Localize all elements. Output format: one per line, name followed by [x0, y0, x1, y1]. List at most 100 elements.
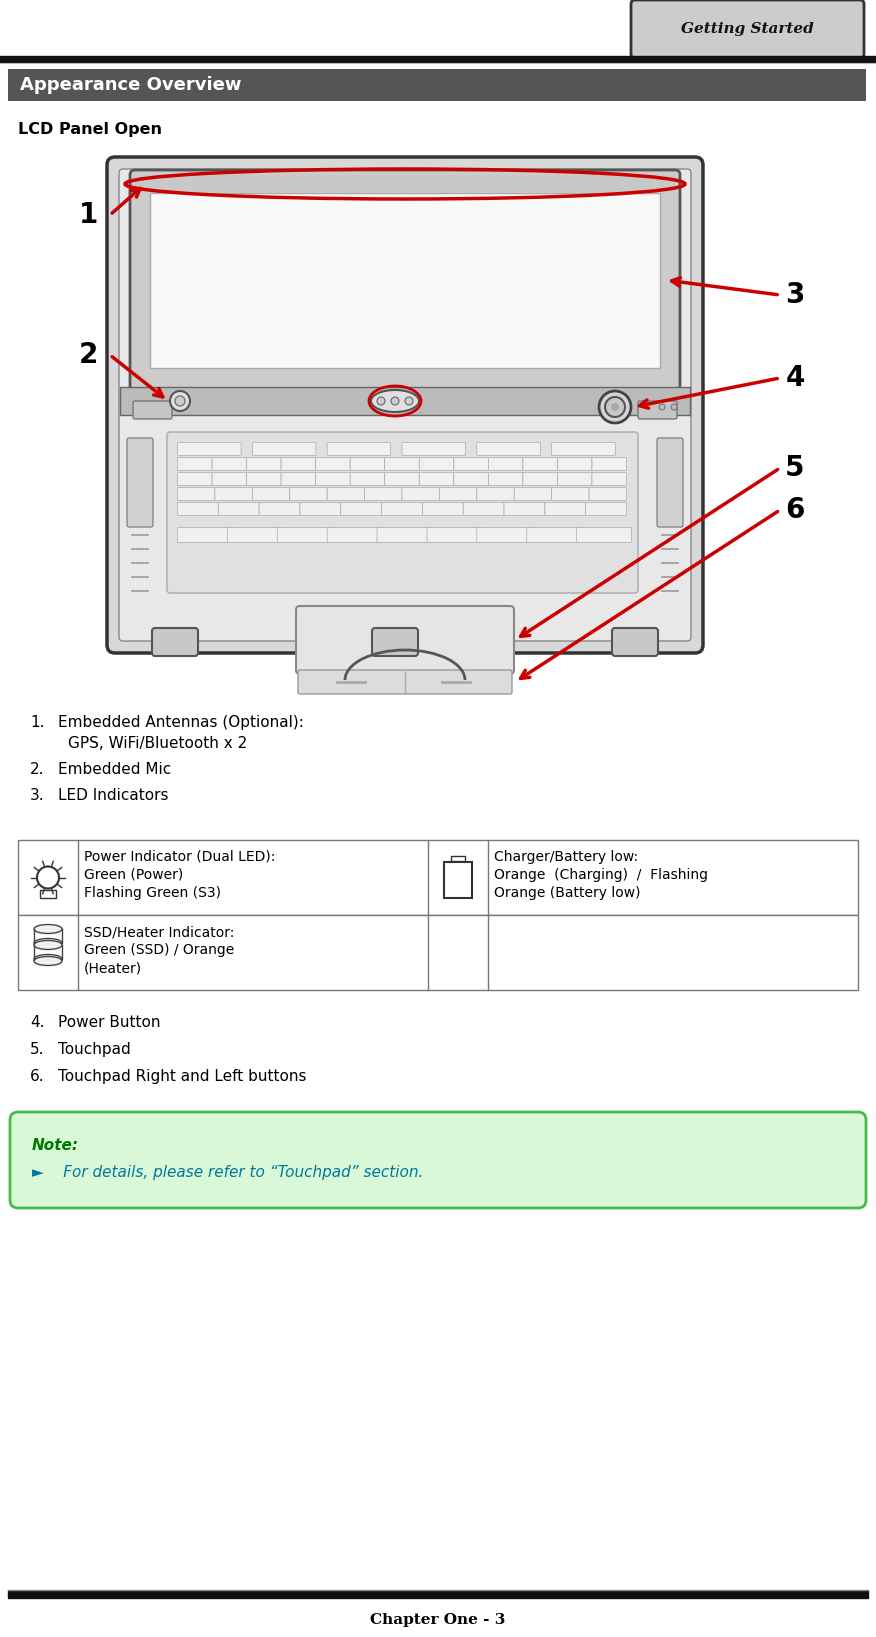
FancyBboxPatch shape — [545, 503, 586, 516]
FancyBboxPatch shape — [504, 503, 545, 516]
FancyBboxPatch shape — [228, 527, 282, 542]
FancyBboxPatch shape — [178, 527, 232, 542]
FancyBboxPatch shape — [552, 488, 589, 501]
FancyBboxPatch shape — [315, 457, 350, 470]
FancyBboxPatch shape — [523, 457, 557, 470]
Circle shape — [599, 391, 631, 422]
Text: 4: 4 — [785, 363, 805, 391]
Text: LED Indicators: LED Indicators — [58, 787, 168, 804]
FancyBboxPatch shape — [327, 527, 382, 542]
Text: Touchpad: Touchpad — [58, 1043, 131, 1058]
FancyBboxPatch shape — [215, 488, 252, 501]
Bar — [8, 69, 866, 101]
Circle shape — [170, 391, 190, 411]
FancyBboxPatch shape — [592, 473, 626, 486]
FancyBboxPatch shape — [152, 629, 198, 656]
Bar — [40, 889, 56, 897]
Bar — [18, 840, 858, 915]
FancyBboxPatch shape — [382, 503, 422, 516]
Text: Flashing Green (S3): Flashing Green (S3) — [84, 886, 221, 900]
FancyBboxPatch shape — [300, 503, 341, 516]
Text: Orange  (Charging)  /  Flashing: Orange (Charging) / Flashing — [494, 868, 708, 882]
FancyBboxPatch shape — [178, 503, 218, 516]
FancyBboxPatch shape — [298, 670, 512, 694]
Text: Power Button: Power Button — [58, 1015, 160, 1030]
FancyBboxPatch shape — [402, 442, 466, 455]
FancyBboxPatch shape — [364, 488, 402, 501]
FancyBboxPatch shape — [576, 527, 632, 542]
FancyBboxPatch shape — [488, 473, 523, 486]
Text: 2.: 2. — [30, 761, 45, 778]
FancyBboxPatch shape — [133, 401, 172, 419]
Bar — [451, 856, 465, 861]
FancyBboxPatch shape — [422, 503, 463, 516]
FancyBboxPatch shape — [612, 629, 658, 656]
FancyBboxPatch shape — [281, 473, 315, 486]
FancyBboxPatch shape — [281, 457, 315, 470]
Ellipse shape — [34, 925, 62, 933]
Ellipse shape — [34, 954, 62, 964]
Circle shape — [671, 404, 677, 409]
FancyBboxPatch shape — [440, 488, 477, 501]
FancyBboxPatch shape — [526, 527, 582, 542]
FancyBboxPatch shape — [385, 457, 420, 470]
FancyBboxPatch shape — [657, 439, 683, 527]
FancyBboxPatch shape — [10, 1112, 866, 1208]
FancyBboxPatch shape — [477, 488, 514, 501]
Text: Embedded Antennas (Optional):: Embedded Antennas (Optional): — [58, 715, 304, 730]
FancyBboxPatch shape — [341, 503, 382, 516]
FancyBboxPatch shape — [377, 527, 432, 542]
FancyBboxPatch shape — [631, 0, 864, 57]
FancyBboxPatch shape — [592, 457, 626, 470]
Circle shape — [605, 398, 625, 417]
Text: 6.: 6. — [30, 1069, 45, 1084]
FancyBboxPatch shape — [296, 606, 514, 674]
FancyBboxPatch shape — [427, 527, 482, 542]
Text: (Heater): (Heater) — [84, 961, 142, 976]
Bar — [150, 193, 660, 368]
Text: Getting Started: Getting Started — [682, 21, 814, 36]
FancyBboxPatch shape — [178, 488, 215, 501]
FancyBboxPatch shape — [119, 169, 691, 642]
Circle shape — [37, 866, 59, 889]
FancyBboxPatch shape — [552, 442, 615, 455]
Text: Charger/Battery low:: Charger/Battery low: — [494, 850, 638, 864]
FancyBboxPatch shape — [586, 503, 626, 516]
FancyBboxPatch shape — [218, 503, 259, 516]
Text: 5.: 5. — [30, 1043, 45, 1058]
Bar — [120, 386, 690, 416]
Text: Green (SSD) / Orange: Green (SSD) / Orange — [84, 943, 234, 958]
FancyBboxPatch shape — [477, 527, 532, 542]
FancyBboxPatch shape — [514, 488, 552, 501]
Text: 5: 5 — [785, 453, 805, 481]
FancyBboxPatch shape — [402, 488, 440, 501]
Bar — [444, 861, 472, 897]
FancyBboxPatch shape — [350, 473, 385, 486]
Ellipse shape — [34, 956, 62, 966]
Text: Power Indicator (Dual LED):: Power Indicator (Dual LED): — [84, 850, 275, 864]
FancyBboxPatch shape — [477, 442, 540, 455]
FancyBboxPatch shape — [252, 488, 290, 501]
Text: 6: 6 — [785, 496, 805, 524]
Text: 3: 3 — [785, 282, 805, 309]
FancyBboxPatch shape — [246, 473, 281, 486]
Bar — [18, 915, 858, 990]
FancyBboxPatch shape — [167, 432, 638, 593]
FancyBboxPatch shape — [212, 457, 246, 470]
FancyBboxPatch shape — [488, 457, 523, 470]
Text: 1.: 1. — [30, 715, 45, 730]
FancyBboxPatch shape — [589, 488, 626, 501]
FancyBboxPatch shape — [372, 629, 418, 656]
Text: 4.: 4. — [30, 1015, 45, 1030]
Text: Green (Power): Green (Power) — [84, 868, 183, 882]
Circle shape — [175, 396, 185, 406]
Ellipse shape — [371, 390, 419, 413]
Text: LCD Panel Open: LCD Panel Open — [18, 123, 162, 138]
FancyBboxPatch shape — [212, 473, 246, 486]
Text: Note:: Note: — [32, 1138, 79, 1152]
Text: 2: 2 — [78, 340, 98, 368]
Ellipse shape — [34, 938, 62, 948]
FancyBboxPatch shape — [252, 442, 316, 455]
Text: Touchpad Right and Left buttons: Touchpad Right and Left buttons — [58, 1069, 307, 1084]
FancyBboxPatch shape — [278, 527, 332, 542]
